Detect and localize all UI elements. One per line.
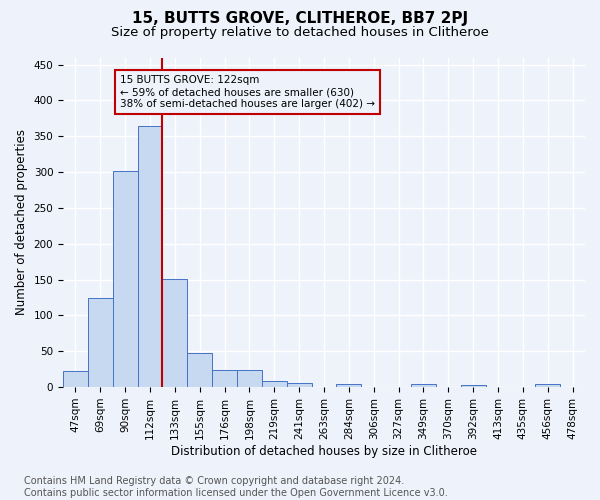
Bar xyxy=(337,384,361,387)
Text: Contains HM Land Registry data © Crown copyright and database right 2024.
Contai: Contains HM Land Registry data © Crown c… xyxy=(24,476,448,498)
Bar xyxy=(163,279,187,387)
Bar xyxy=(411,384,436,387)
Bar xyxy=(187,354,212,387)
Bar xyxy=(237,370,262,387)
Bar xyxy=(137,126,163,387)
Text: 15 BUTTS GROVE: 122sqm
← 59% of detached houses are smaller (630)
38% of semi-de: 15 BUTTS GROVE: 122sqm ← 59% of detached… xyxy=(120,76,375,108)
Bar xyxy=(212,370,237,387)
Text: 15, BUTTS GROVE, CLITHEROE, BB7 2PJ: 15, BUTTS GROVE, CLITHEROE, BB7 2PJ xyxy=(132,12,468,26)
Bar xyxy=(113,170,137,387)
Bar xyxy=(287,383,311,387)
X-axis label: Distribution of detached houses by size in Clitheroe: Distribution of detached houses by size … xyxy=(171,444,477,458)
Bar xyxy=(461,385,485,387)
Y-axis label: Number of detached properties: Number of detached properties xyxy=(15,130,28,316)
Bar xyxy=(63,372,88,387)
Bar xyxy=(535,384,560,387)
Bar xyxy=(262,382,287,387)
Bar xyxy=(88,298,113,387)
Text: Size of property relative to detached houses in Clitheroe: Size of property relative to detached ho… xyxy=(111,26,489,39)
